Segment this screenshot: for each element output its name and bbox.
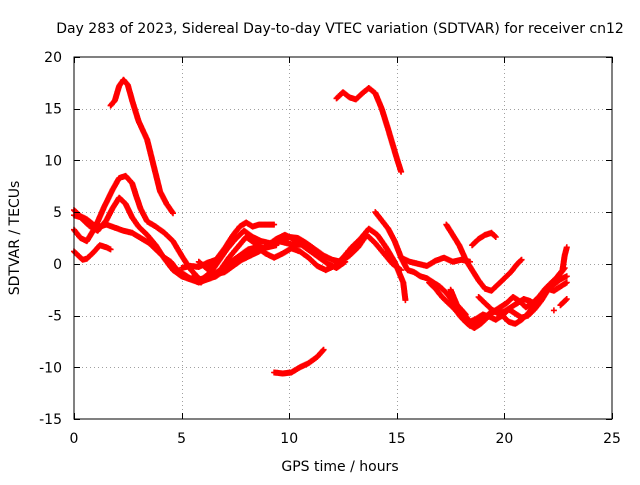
data-marker xyxy=(518,256,525,263)
y-tick-label: 5 xyxy=(53,205,62,221)
data-marker xyxy=(320,346,327,353)
y-tick-label: 10 xyxy=(44,153,62,169)
series-trace-13 xyxy=(333,85,405,175)
y-tick-label: 20 xyxy=(44,50,62,66)
data-marker xyxy=(402,297,409,304)
series-trace-10 xyxy=(210,225,409,304)
y-tick-label: -15 xyxy=(39,412,62,428)
data-marker xyxy=(550,307,557,314)
chart-title: Day 283 of 2023, Sidereal Day-to-day VTE… xyxy=(56,21,624,37)
data-marker xyxy=(491,233,498,240)
series-trace-20 xyxy=(469,229,499,249)
y-tick-label: 15 xyxy=(44,102,62,118)
series-trace-3 xyxy=(71,242,114,263)
series-trace-1 xyxy=(107,76,176,217)
data-marker xyxy=(107,246,114,253)
series-trace-22 xyxy=(557,296,570,309)
series-trace-12 xyxy=(271,346,327,377)
grid xyxy=(74,57,612,419)
data-marker xyxy=(563,296,570,302)
series-trace-11 xyxy=(178,256,219,271)
data-marker xyxy=(563,244,570,251)
data-points xyxy=(71,76,570,377)
y-tick-label: -10 xyxy=(39,360,62,376)
x-axis-label: GPS time / hours xyxy=(281,459,398,475)
data-marker xyxy=(213,256,219,263)
plot-border xyxy=(73,56,613,420)
data-marker xyxy=(492,234,499,240)
series-trace-23 xyxy=(550,307,557,314)
data-marker xyxy=(170,210,176,217)
x-tick-label: 25 xyxy=(603,431,621,447)
series-trace-21 xyxy=(475,244,570,317)
x-tick-label: 15 xyxy=(388,431,406,447)
data-marker xyxy=(563,273,570,280)
x-tick-label: 5 xyxy=(177,431,186,447)
ticks: 0 5 10 15 20 25 -15 -10 -5 0 5 10 15 20 xyxy=(39,50,621,447)
data-marker xyxy=(342,258,349,265)
data-marker xyxy=(271,221,278,228)
y-tick-label: 0 xyxy=(53,257,62,273)
x-tick-label: 10 xyxy=(280,431,298,447)
data-marker xyxy=(398,168,405,175)
data-marker xyxy=(563,279,570,286)
y-tick-label: -5 xyxy=(48,309,62,325)
x-tick-label: 20 xyxy=(495,431,513,447)
y-axis-label: SDTVAR / TECUs xyxy=(7,181,23,296)
series-trace-16 xyxy=(443,221,525,294)
x-tick-label: 0 xyxy=(70,431,79,447)
